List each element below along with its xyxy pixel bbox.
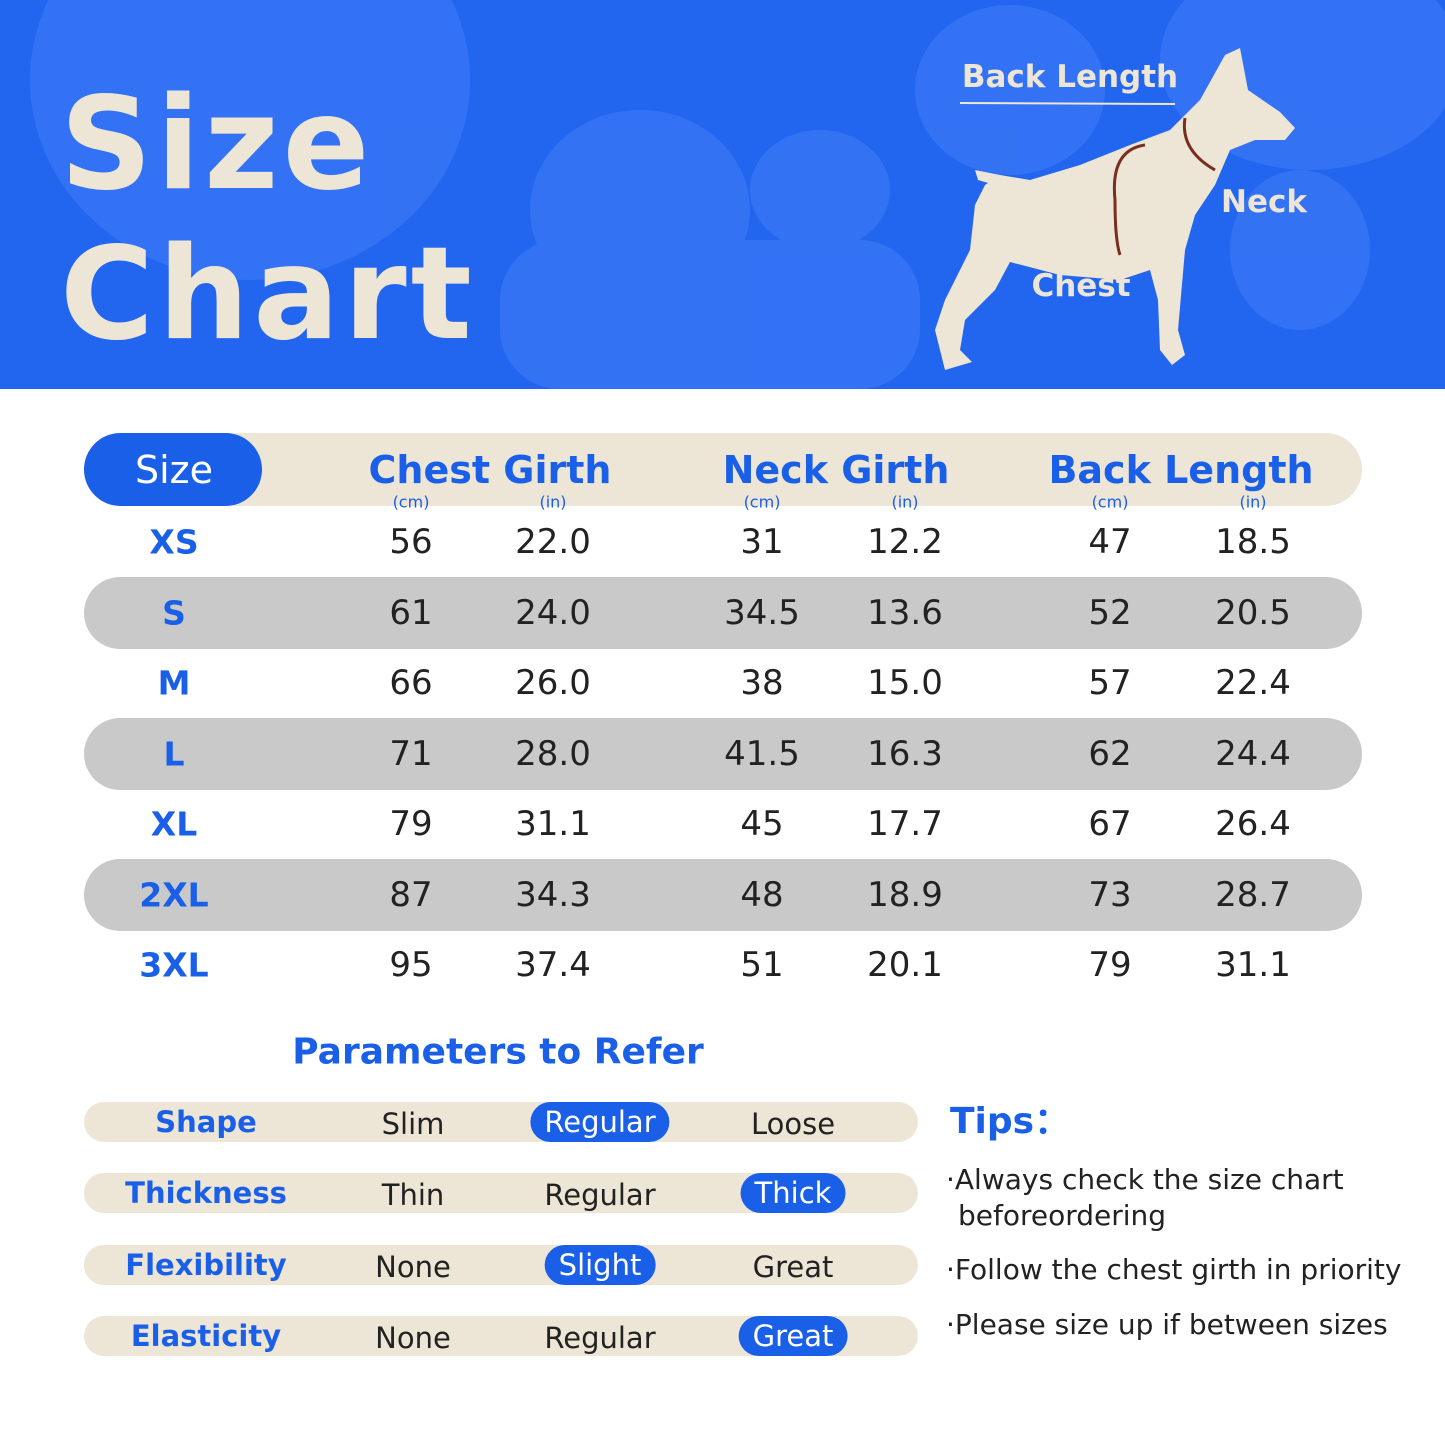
cell: 41.5 xyxy=(724,733,800,774)
unit-label: (in) xyxy=(539,492,567,512)
cell: 34.5 xyxy=(724,592,800,633)
unit-label: (cm) xyxy=(743,492,781,512)
param-option: Regular xyxy=(544,1320,656,1355)
cell: 87 xyxy=(389,874,433,915)
unit-label: (in) xyxy=(891,492,919,512)
param-option: Regular xyxy=(544,1178,656,1213)
cell: 17.7 xyxy=(867,804,943,844)
param-option: Great xyxy=(738,1315,848,1356)
cell: 26.0 xyxy=(515,663,591,703)
size-pill xyxy=(84,433,262,506)
diagram-label: Neck xyxy=(1221,184,1307,220)
param-label: Elasticity xyxy=(130,1318,282,1353)
row-band xyxy=(84,576,1362,649)
cell: 48 xyxy=(740,874,784,915)
param-label: Flexibility xyxy=(125,1247,287,1282)
param-option: Thick xyxy=(740,1173,846,1214)
tip: ·Always check the size chart beforeorder… xyxy=(946,1163,1344,1232)
param-option: Thin xyxy=(381,1178,445,1213)
row-band xyxy=(84,717,1362,790)
size-label: 2XL xyxy=(139,875,209,914)
cell: 79 xyxy=(389,804,433,844)
cell: 16.3 xyxy=(867,733,943,774)
cell: 22.0 xyxy=(515,522,591,562)
size-label: XS xyxy=(149,522,199,562)
cell: 56 xyxy=(389,522,433,562)
diagram-label: Back Length xyxy=(961,59,1179,95)
param-option: Regular xyxy=(530,1102,670,1142)
cell: 18.9 xyxy=(867,874,943,915)
param-option: None xyxy=(375,1249,451,1284)
cell: 52 xyxy=(1088,592,1132,633)
param-option: Slim xyxy=(381,1107,445,1141)
cell: 20.1 xyxy=(867,945,943,985)
param-band xyxy=(84,1244,918,1285)
size-header: Size xyxy=(134,448,214,492)
param-label: Shape xyxy=(155,1105,257,1139)
cell: 24.4 xyxy=(1215,733,1291,774)
param-option: Slight xyxy=(544,1244,656,1285)
size-label: M xyxy=(157,663,191,703)
cell: 62 xyxy=(1088,733,1132,774)
cell: 15.0 xyxy=(867,663,943,703)
title-line: Size xyxy=(60,70,374,219)
size-label: L xyxy=(163,734,185,773)
unit-label: (in) xyxy=(1239,492,1267,512)
cell: 67 xyxy=(1088,804,1132,844)
cell: 66 xyxy=(389,663,433,703)
column-group: Chest Girth xyxy=(368,448,612,492)
param-option: Great xyxy=(752,1249,834,1284)
diagram-label: Chest xyxy=(1031,268,1131,304)
cell: 31.1 xyxy=(515,804,591,844)
cell: 73 xyxy=(1088,874,1132,915)
cell: 34.3 xyxy=(515,874,591,915)
cell: 18.5 xyxy=(1215,522,1291,562)
title-line: Chart xyxy=(60,220,476,369)
column-group: Neck Girth xyxy=(722,448,950,492)
parameters-title: Parameters to Refer xyxy=(292,1031,704,1073)
cell: 95 xyxy=(389,945,433,985)
size-label: S xyxy=(162,593,186,632)
param-band xyxy=(84,1102,918,1142)
cell: 79 xyxy=(1088,945,1132,985)
cell: 57 xyxy=(1088,663,1132,703)
param-option: None xyxy=(375,1320,451,1355)
cell: 38 xyxy=(740,663,784,703)
cell: 47 xyxy=(1088,522,1132,562)
cell: 24.0 xyxy=(515,592,591,633)
param-option: Loose xyxy=(750,1107,836,1141)
unit-label: (cm) xyxy=(1091,492,1129,512)
cell: 28.7 xyxy=(1215,874,1291,915)
cell: 51 xyxy=(740,945,784,985)
tips-title: Tips： xyxy=(950,1101,1071,1142)
tip: ·Please size up if between sizes xyxy=(946,1308,1388,1341)
param-label: Thickness xyxy=(125,1176,287,1211)
cell: 26.4 xyxy=(1215,804,1291,844)
cell: 45 xyxy=(740,804,784,844)
cell: 31.1 xyxy=(1215,945,1291,985)
cell: 12.2 xyxy=(867,522,943,562)
cell: 28.0 xyxy=(515,733,591,774)
cell: 13.6 xyxy=(867,592,943,633)
cell: 71 xyxy=(389,733,433,774)
header-pill xyxy=(84,433,1362,506)
column-group: Back Length xyxy=(1048,448,1314,492)
cell: 37.4 xyxy=(515,945,591,985)
unit-label: (cm) xyxy=(392,492,430,512)
cell: 20.5 xyxy=(1215,592,1291,633)
cell: 31 xyxy=(740,522,784,562)
header-band xyxy=(0,0,1445,389)
size-label: 3XL xyxy=(139,945,209,985)
cell: 61 xyxy=(389,592,433,633)
cell: 22.4 xyxy=(1215,663,1291,703)
tip: ·Follow the chest girth in priority xyxy=(946,1253,1402,1286)
row-band xyxy=(84,858,1362,931)
size-label: XL xyxy=(150,804,198,844)
